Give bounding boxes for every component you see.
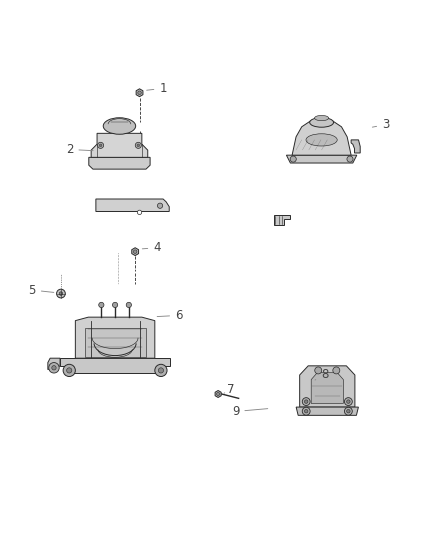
Polygon shape	[300, 366, 355, 407]
Text: 5: 5	[28, 284, 54, 296]
Circle shape	[49, 362, 59, 373]
Circle shape	[157, 203, 162, 208]
Polygon shape	[60, 358, 170, 373]
Circle shape	[99, 144, 102, 147]
Ellipse shape	[103, 118, 136, 134]
Polygon shape	[91, 133, 148, 157]
Circle shape	[98, 142, 104, 148]
Text: 6: 6	[157, 309, 183, 322]
Circle shape	[138, 210, 142, 215]
Circle shape	[134, 250, 137, 253]
Polygon shape	[132, 248, 138, 256]
Circle shape	[138, 91, 141, 94]
Polygon shape	[215, 391, 221, 398]
Circle shape	[113, 302, 118, 308]
Polygon shape	[274, 215, 290, 225]
Circle shape	[347, 156, 353, 162]
Circle shape	[344, 407, 352, 415]
Polygon shape	[48, 358, 60, 369]
Polygon shape	[311, 373, 343, 403]
Circle shape	[216, 392, 220, 395]
Polygon shape	[351, 140, 360, 153]
Circle shape	[63, 364, 75, 376]
Text: 3: 3	[372, 118, 389, 131]
Circle shape	[346, 400, 350, 403]
Circle shape	[155, 364, 167, 376]
Circle shape	[59, 292, 63, 295]
Text: 8: 8	[315, 368, 328, 381]
Text: 9: 9	[232, 405, 268, 418]
Circle shape	[126, 302, 131, 308]
Circle shape	[137, 144, 140, 147]
Text: 4: 4	[142, 241, 161, 254]
Ellipse shape	[314, 116, 328, 120]
Ellipse shape	[310, 118, 333, 127]
Circle shape	[99, 302, 104, 308]
Circle shape	[304, 400, 308, 403]
Circle shape	[344, 398, 352, 406]
Polygon shape	[296, 407, 358, 415]
Circle shape	[302, 398, 310, 406]
Polygon shape	[75, 317, 155, 358]
Polygon shape	[136, 89, 143, 96]
Circle shape	[290, 156, 296, 162]
Polygon shape	[292, 121, 351, 155]
Polygon shape	[286, 155, 357, 163]
Circle shape	[302, 407, 310, 415]
Circle shape	[67, 368, 72, 373]
Circle shape	[304, 409, 308, 413]
Circle shape	[57, 289, 65, 298]
Text: 7: 7	[224, 383, 235, 396]
Circle shape	[315, 367, 322, 374]
Polygon shape	[89, 157, 150, 169]
Polygon shape	[96, 199, 169, 212]
Polygon shape	[85, 328, 146, 357]
Ellipse shape	[306, 134, 337, 146]
Circle shape	[158, 368, 163, 373]
Circle shape	[52, 366, 56, 370]
Circle shape	[333, 367, 340, 374]
Circle shape	[135, 142, 141, 148]
Text: 2: 2	[66, 143, 93, 156]
Text: 1: 1	[147, 82, 167, 95]
Circle shape	[346, 409, 350, 413]
